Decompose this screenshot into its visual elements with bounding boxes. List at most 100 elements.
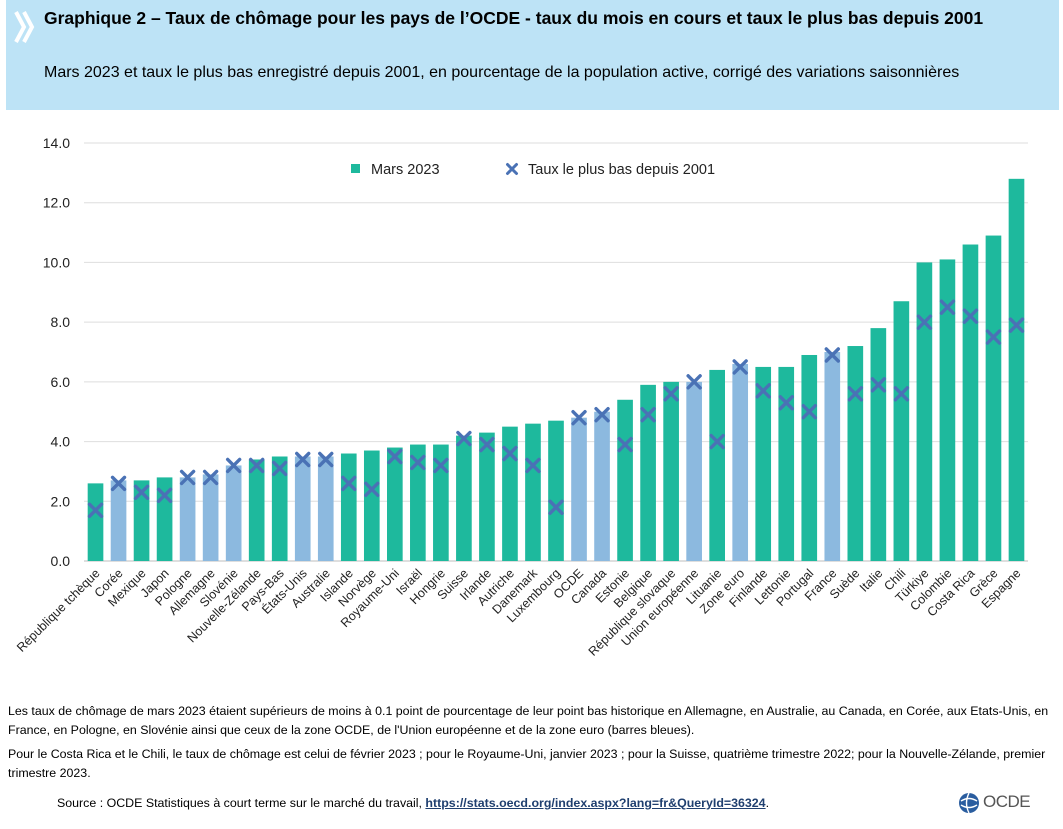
bar-mars-2023 <box>962 244 979 561</box>
marker-lowest-rate <box>87 502 104 518</box>
chart-notes: Les taux de chômage de mars 2023 étaient… <box>8 702 1058 788</box>
note-1: Les taux de chômage de mars 2023 étaient… <box>8 704 1049 737</box>
bar-mars-2023 <box>248 459 265 561</box>
oecd-logo-text: OCDE <box>983 792 1031 811</box>
bar-mars-2023 <box>939 259 956 561</box>
bar-mars-2023 <box>916 262 933 561</box>
y-tick-label: 0.0 <box>51 553 71 569</box>
bar-mars-2023 <box>893 301 910 561</box>
y-tick-label: 8.0 <box>51 314 71 330</box>
bar-mars-2023 <box>1008 178 1025 561</box>
source-prefix: Source : OCDE Statistiques à court terme… <box>57 796 426 810</box>
marker-lowest-rate <box>272 460 288 477</box>
marker-lowest-rate <box>640 407 656 423</box>
marker-lowest-rate <box>1008 317 1025 333</box>
bar-mars-2023 <box>709 369 725 561</box>
marker-lowest-rate <box>571 409 587 426</box>
bar-mars-2023 <box>870 328 887 561</box>
bar-mars-2023 <box>410 444 426 561</box>
y-tick-label: 12.0 <box>43 195 70 211</box>
bar-mars-2023 <box>847 346 864 561</box>
marker-lowest-rate <box>755 383 771 399</box>
bar-mars-2023 <box>732 363 749 561</box>
bar-mars-2023 <box>202 474 219 561</box>
unemployment-chart: 0.0 2.0 4.0 6.0 8.0 10.0 12.0 14.0 République tc… <box>14 135 1028 659</box>
bar-mars-2023 <box>594 411 610 561</box>
oecd-logo: OCDE <box>958 790 1048 816</box>
note-2: Pour le Costa Rica et le Chili, le taux … <box>8 747 1046 780</box>
bar-mars-2023 <box>225 465 242 561</box>
marker-lowest-rate <box>110 475 127 492</box>
source-link[interactable]: https://stats.oecd.org/index.aspx?lang=f… <box>425 796 766 810</box>
marker-lowest-rate <box>732 359 748 375</box>
marker-lowest-rate <box>916 314 933 330</box>
x-tick-label: Italie <box>857 566 886 595</box>
marker-lowest-rate <box>663 386 679 402</box>
marker-lowest-rate <box>962 308 979 324</box>
bar-mars-2023 <box>363 450 380 561</box>
legend-marker-lowest-rate <box>506 163 518 175</box>
x-tick-label: République tchèque <box>14 566 103 655</box>
bar-mars-2023 <box>179 477 196 561</box>
marker-lowest-rate <box>479 436 495 453</box>
bar-mars-2023 <box>502 426 518 561</box>
marker-lowest-rate <box>548 499 564 515</box>
bar-mars-2023 <box>317 456 334 561</box>
marker-lowest-rate <box>525 457 541 474</box>
bar-mars-2023 <box>663 381 679 561</box>
marker-lowest-rate <box>502 445 518 462</box>
bar-mars-2023 <box>294 456 311 561</box>
oecd-globe-icon <box>959 792 979 814</box>
marker-lowest-rate <box>617 436 633 453</box>
chart-title: Graphique 2 – Taux de chômage pour les p… <box>44 8 984 28</box>
marker-lowest-rate <box>824 347 840 363</box>
bar-mars-2023 <box>271 456 288 561</box>
marker-lowest-rate <box>341 475 357 492</box>
y-tick-label: 10.0 <box>43 254 70 270</box>
bar-mars-2023 <box>640 384 656 561</box>
y-tick-label: 6.0 <box>51 374 71 390</box>
chart-header: Graphique 2 – Taux de chômage pour les p… <box>6 0 1059 110</box>
bar-mars-2023 <box>479 432 495 561</box>
marker-lowest-rate <box>318 451 334 468</box>
source-line: Source : OCDE Statistiques à court terme… <box>57 794 769 812</box>
marker-lowest-rate <box>801 404 817 420</box>
bar-mars-2023 <box>686 381 702 561</box>
bar-mars-2023 <box>617 399 633 561</box>
marker-lowest-rate <box>778 395 794 411</box>
y-tick-label: 2.0 <box>51 493 71 509</box>
marker-lowest-rate <box>847 386 864 402</box>
marker-lowest-rate <box>456 430 472 447</box>
bar-mars-2023 <box>824 352 841 561</box>
legend-label-mars-2023: Mars 2023 <box>371 162 440 178</box>
bar-mars-2023 <box>755 366 772 561</box>
bar-mars-2023 <box>985 235 1002 562</box>
marker-lowest-rate <box>179 469 196 486</box>
chart-subtitle: Mars 2023 et taux le plus bas enregistré… <box>44 64 960 81</box>
marker-lowest-rate <box>939 299 956 315</box>
bar-mars-2023 <box>340 453 357 561</box>
y-tick-label: 14.0 <box>43 135 70 151</box>
bar-mars-2023 <box>87 483 104 561</box>
marker-lowest-rate <box>295 451 311 468</box>
marker-lowest-rate <box>433 457 449 474</box>
marker-lowest-rate <box>410 454 426 471</box>
marker-lowest-rate <box>387 448 403 465</box>
bar-mars-2023 <box>433 444 449 561</box>
marker-lowest-rate <box>709 433 725 450</box>
marker-lowest-rate <box>985 329 1002 345</box>
bar-mars-2023 <box>110 480 127 561</box>
bar-mars-2023 <box>525 423 541 561</box>
bar-mars-2023 <box>801 354 818 561</box>
bar-mars-2023 <box>133 480 150 561</box>
chevron-icon <box>14 11 35 43</box>
bar-mars-2023 <box>387 447 403 561</box>
marker-lowest-rate <box>156 487 173 504</box>
y-tick-label: 4.0 <box>51 434 71 450</box>
bar-mars-2023 <box>456 435 472 561</box>
marker-lowest-rate <box>686 374 702 390</box>
marker-lowest-rate <box>225 457 242 474</box>
marker-lowest-rate <box>594 407 610 423</box>
marker-lowest-rate <box>133 484 150 501</box>
marker-lowest-rate <box>364 481 380 498</box>
